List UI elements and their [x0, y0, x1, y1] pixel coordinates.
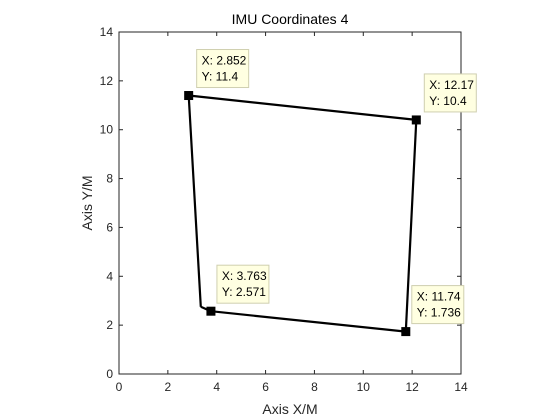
y-tick-label: 12	[100, 74, 114, 88]
data-tip-x-label: X: 12.17	[429, 78, 474, 92]
data-tip-x-label: X: 3.763	[222, 269, 267, 283]
x-tick-label: 10	[357, 380, 371, 394]
data-tip-box	[423, 73, 477, 113]
data-tip-x-label: X: 2.852	[202, 54, 247, 68]
y-tick-label: 4	[106, 269, 113, 283]
y-tick-label: 0	[106, 367, 113, 381]
data-tip-y-label: Y: 11.4	[202, 70, 239, 84]
y-tick-label: 14	[100, 25, 114, 39]
chart-title: IMU Coordinates 4	[232, 11, 349, 27]
x-tick-label: 8	[311, 380, 318, 394]
y-tick-label: 6	[106, 220, 113, 234]
data-tip-box	[196, 49, 250, 89]
data-tip-x-label: X: 11.74	[417, 290, 461, 304]
y-tick-label: 10	[100, 123, 114, 137]
x-tick-label: 14	[454, 380, 468, 394]
plot-area	[118, 31, 462, 375]
y-tick-label: 2	[106, 318, 113, 332]
data-tip[interactable]: X: 11.74 Y: 1.736	[411, 285, 465, 325]
data-point-marker[interactable]	[206, 306, 216, 316]
data-tip-box	[216, 264, 270, 304]
x-tick-label: 6	[262, 380, 269, 394]
data-point-marker[interactable]	[411, 115, 421, 125]
data-point-marker[interactable]	[184, 91, 194, 101]
x-tick-label: 0	[116, 380, 123, 394]
y-axis-label: Axis Y/M	[79, 176, 95, 231]
data-tip-y-label: Y: 2.571	[222, 285, 266, 299]
data-tip[interactable]: X: 12.17 Y: 10.4	[423, 73, 477, 113]
data-tip[interactable]: X: 3.763 Y: 2.571	[216, 264, 270, 304]
x-tick-label: 12	[405, 380, 419, 394]
x-tick-label: 4	[213, 380, 220, 394]
data-tip-box	[411, 285, 465, 325]
x-axis-label: Axis X/M	[262, 401, 317, 417]
data-tip-y-label: Y: 10.4	[429, 94, 467, 108]
y-tick-label: 8	[106, 172, 113, 186]
data-tip[interactable]: X: 2.852 Y: 11.4	[196, 49, 250, 89]
x-tick-label: 2	[165, 380, 172, 394]
data-tip-y-label: Y: 1.736	[417, 306, 461, 320]
data-point-marker[interactable]	[401, 327, 411, 337]
